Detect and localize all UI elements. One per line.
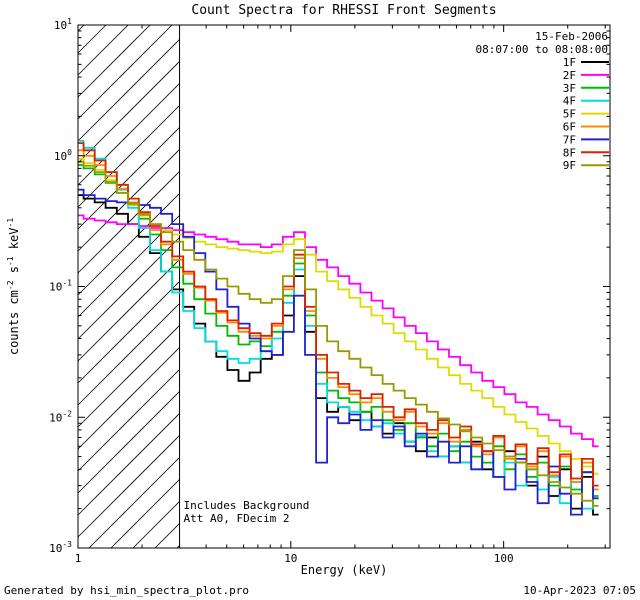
svg-text:100: 100: [494, 552, 514, 565]
svg-text:10-1: 10-1: [49, 279, 72, 294]
observation-time-range: 08:07:00 to 08:08:00: [476, 43, 608, 56]
observation-date: 15-Feb-2006: [535, 30, 608, 43]
spectra-curves: [78, 140, 599, 516]
footer-timestamp: 10-Apr-2023 07:05: [523, 584, 636, 597]
svg-text:10-2: 10-2: [49, 409, 72, 424]
curve-5F: [78, 157, 599, 475]
x-axis-label: Energy (keV): [301, 563, 388, 577]
legend-label-2F: 2F: [563, 69, 576, 82]
curve-8F: [78, 142, 599, 487]
svg-text:1: 1: [75, 552, 82, 565]
chart-title: Count Spectra for RHESSI Front Segments: [191, 3, 496, 18]
curve-4F: [78, 140, 599, 510]
curve-7F: [78, 188, 599, 516]
legend-label-4F: 4F: [563, 95, 576, 108]
legend-label-5F: 5F: [563, 108, 576, 121]
curve-2F: [78, 214, 599, 448]
curve-6F: [78, 149, 599, 491]
rhessi-spectra-plot: 1 10 100 10-3 10-2 10-1 100 101 Energy (keV) coun…: [6, 3, 611, 577]
y-axis-label: counts cm-2 s-1 keV-1: [6, 218, 21, 355]
legend-label-9F: 9F: [563, 159, 576, 172]
curve-9F: [78, 160, 599, 507]
legend-label-3F: 3F: [563, 82, 576, 95]
legend-label-6F: 6F: [563, 121, 576, 134]
annotation-attenuator-state: Att A0, FDecim 2: [184, 512, 290, 525]
axis-tick-labels: 1 10 100 10-3 10-2 10-1 100 101: [49, 17, 513, 565]
svg-text:10: 10: [284, 552, 297, 565]
hatch-region: [77, 24, 180, 549]
legend-label-1F: 1F: [563, 56, 576, 69]
svg-text:10-3: 10-3: [49, 540, 72, 555]
legend-label-7F: 7F: [563, 133, 576, 146]
axis-ticks: [77, 24, 610, 549]
legend-label-8F: 8F: [563, 146, 576, 159]
annotation-includes-background: Includes Background: [184, 499, 310, 512]
curve-1F: [78, 194, 599, 516]
svg-text:100: 100: [54, 148, 72, 163]
svg-text:101: 101: [54, 17, 72, 32]
spectra-chart: 1 10 100 10-3 10-2 10-1 100 101 Energy (keV) coun…: [6, 3, 611, 577]
footer-generated-by: Generated by hsi_min_spectra_plot.pro: [4, 584, 250, 597]
